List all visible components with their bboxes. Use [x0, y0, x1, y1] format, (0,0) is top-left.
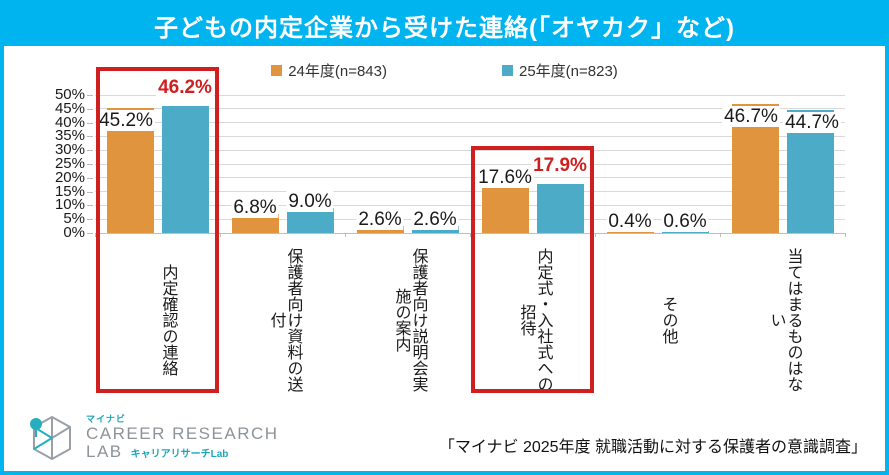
- y-axis-tick-label: 30%: [54, 141, 85, 159]
- y-axis-tick-label: 35%: [54, 127, 85, 145]
- x-axis-tick: [345, 233, 346, 237]
- y-axis-tick: [87, 177, 93, 179]
- x-axis-tick: [845, 233, 846, 237]
- value-label: 46.7%: [722, 106, 780, 128]
- y-axis-tick: [87, 95, 93, 96]
- value-label: 17.9%: [531, 154, 589, 176]
- highlight-box: [471, 145, 594, 393]
- y-axis-tick: [87, 205, 93, 207]
- y-axis-tick-label: 10%: [54, 196, 85, 214]
- bar-25年度(n=823)-保護者向け資料の送付: [286, 208, 334, 233]
- value-label: 0.6%: [661, 211, 709, 232]
- category-label: その他: [659, 296, 677, 344]
- legend-item-25: 25年度(n=823): [502, 60, 618, 81]
- bar-group: 17.6% 17.9%: [470, 95, 595, 233]
- value-label: 2.6%: [356, 208, 404, 230]
- y-axis-tick-label: 40%: [54, 113, 85, 131]
- y-axis-tick-label: 0%: [63, 224, 85, 241]
- logo-subtitle: キャリアリサーチLab: [130, 449, 229, 461]
- category-label: 保護者向け説明会実施の案内: [392, 248, 427, 392]
- gridline: [95, 177, 845, 179]
- source-citation: 「マイナビ 2025年度 就職活動に対する保護者の意識調査」: [438, 439, 867, 456]
- category-label: 当てはまるものはない: [767, 248, 802, 392]
- x-axis-tick: [95, 233, 96, 237]
- legend-item-24: 24年度(n=843): [271, 60, 387, 81]
- bar-24年度(n=843)-その他: [606, 231, 654, 233]
- legend-label-24: 24年度(n=843): [288, 62, 387, 80]
- bar-group: 45.2% 46.2%: [95, 76, 220, 233]
- value-label: 44.7%: [783, 111, 841, 133]
- career-research-lab-logo: マイナビ CAREER RESEARCH LAB キャリアリサーチLab: [26, 411, 279, 465]
- plot-area: 45.2% 46.2% 6.8% 9.0% 2.6% 2.6% 17.6% 17.9% 0.4%…: [95, 76, 845, 234]
- y-axis-tick-label: 15%: [54, 182, 85, 200]
- value-label: 45.2%: [97, 110, 155, 132]
- legend-swatch-24: [271, 64, 283, 76]
- x-axis-tick: [595, 233, 596, 237]
- legend-label-25: 25年度(n=823): [519, 62, 618, 80]
- gridline: [95, 135, 845, 137]
- y-axis-tick-label: 25%: [54, 155, 85, 172]
- gridline: [95, 122, 845, 124]
- category-label: 内定式・入社式への招待: [517, 248, 552, 392]
- x-axis-tick: [470, 233, 471, 237]
- gridline: [95, 232, 845, 234]
- logo-line1: CAREER RESEARCH: [86, 424, 279, 444]
- category-label: 保護者向け資料の送付: [267, 248, 302, 392]
- legend-swatch-25: [502, 64, 513, 76]
- bar-group: 0.4% 0.6%: [595, 95, 720, 233]
- y-axis-tick: [87, 150, 93, 152]
- y-axis-tick: [87, 136, 93, 138]
- gridline: [95, 94, 845, 96]
- y-axis-tick: [87, 108, 93, 110]
- category-label: 内定確認の連絡: [159, 264, 177, 376]
- gridline: [95, 204, 845, 206]
- logo-text: マイナビ CAREER RESEARCH LAB キャリアリサーチLab: [86, 413, 279, 462]
- y-axis-tick: [87, 191, 93, 193]
- cube-logo-icon: [30, 415, 71, 461]
- value-label: 9.0%: [286, 191, 334, 213]
- bar-25年度(n=823)-その他: [661, 231, 709, 233]
- bar-25年度(n=823)-内定式・入社式への招待: [536, 183, 584, 233]
- chart-legend: 24年度(n=843) 25年度(n=823): [4, 58, 885, 82]
- bar-group: 46.7% 44.7%: [720, 95, 845, 233]
- bar-group: 6.8% 9.0%: [220, 95, 345, 233]
- gridline: [95, 218, 845, 220]
- y-axis-tick-label: 20%: [54, 168, 85, 186]
- gridline: [95, 163, 845, 165]
- y-axis-tick-label: 5%: [63, 210, 85, 228]
- bar-24年度(n=843)-保護者向け資料の送付: [231, 214, 279, 233]
- bar-24年度(n=843)-内定式・入社式への招待: [481, 184, 529, 233]
- value-label: 6.8%: [231, 197, 279, 219]
- bar-25年度(n=823)-内定確認の連絡: [161, 105, 209, 233]
- title-banner: 子どもの内定企業から受けた連絡(「オヤカク」など): [4, 4, 885, 46]
- highlight-box: [96, 67, 219, 393]
- y-axis-tick-label: 45%: [54, 99, 85, 117]
- y-axis-tick: [87, 219, 93, 221]
- y-axis-tick: [87, 122, 93, 124]
- chart-title: 子どもの内定企業から受けた連絡(「オヤカク」など): [154, 14, 735, 42]
- bar-group: 2.6% 2.6%: [345, 95, 470, 233]
- gridline: [95, 149, 845, 151]
- value-label: 2.6%: [411, 208, 459, 230]
- x-axis-tick: [720, 233, 721, 237]
- logo-line2: LAB: [86, 442, 123, 462]
- logo-dot: [30, 418, 42, 430]
- value-label: 17.6%: [476, 167, 534, 189]
- gridline: [95, 191, 845, 193]
- x-axis-tick: [220, 233, 221, 237]
- gridline: [95, 108, 845, 110]
- value-label: 46.2%: [156, 76, 214, 98]
- value-label: 0.4%: [606, 211, 654, 232]
- y-axis-tick-label: 50%: [54, 86, 85, 103]
- y-axis-tick: [87, 233, 93, 234]
- logo-brand: マイナビ: [86, 413, 126, 424]
- y-axis-tick: [87, 164, 93, 165]
